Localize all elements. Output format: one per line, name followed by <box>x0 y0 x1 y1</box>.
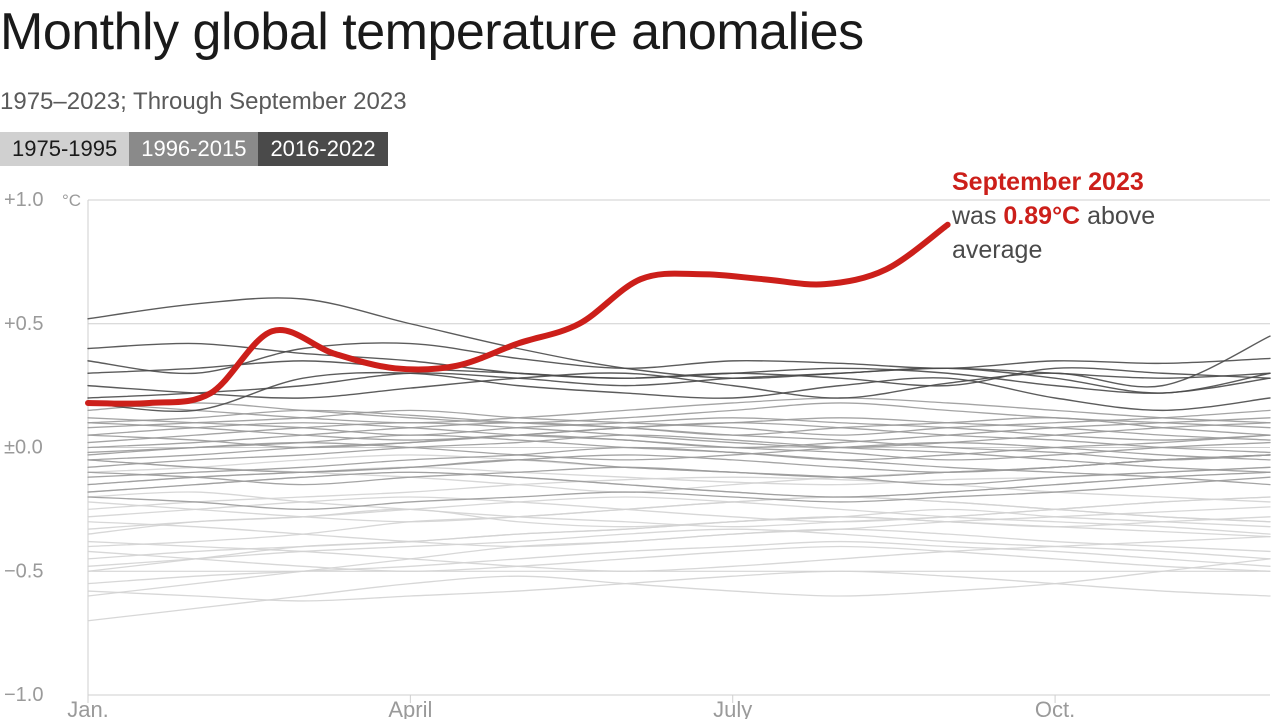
series-line <box>88 435 1270 472</box>
x-axis-label: April <box>388 697 432 719</box>
series-line <box>88 509 1270 559</box>
y-axis-label: −1.0 <box>4 684 43 706</box>
y-axis-label: +0.5 <box>4 313 43 335</box>
x-axis-label: Jan. <box>67 697 109 719</box>
series-line <box>88 368 1270 398</box>
y-axis-label: ±0.0 <box>4 437 43 459</box>
series-line <box>88 423 1270 460</box>
series-line <box>88 559 1270 621</box>
x-axis-label: Oct. <box>1035 697 1075 719</box>
y-axis-label: +1.0 <box>4 189 43 211</box>
line-chart: +1.0 °C +0.5 ±0.0 −0.5 −1.0 Jan. April July Oct. <box>0 0 1280 719</box>
series-line <box>88 398 1270 423</box>
x-axis-label: July <box>713 697 752 719</box>
y-axis-unit: °C <box>62 191 81 210</box>
series-line <box>88 492 1270 527</box>
y-axis-label: −0.5 <box>4 560 43 582</box>
